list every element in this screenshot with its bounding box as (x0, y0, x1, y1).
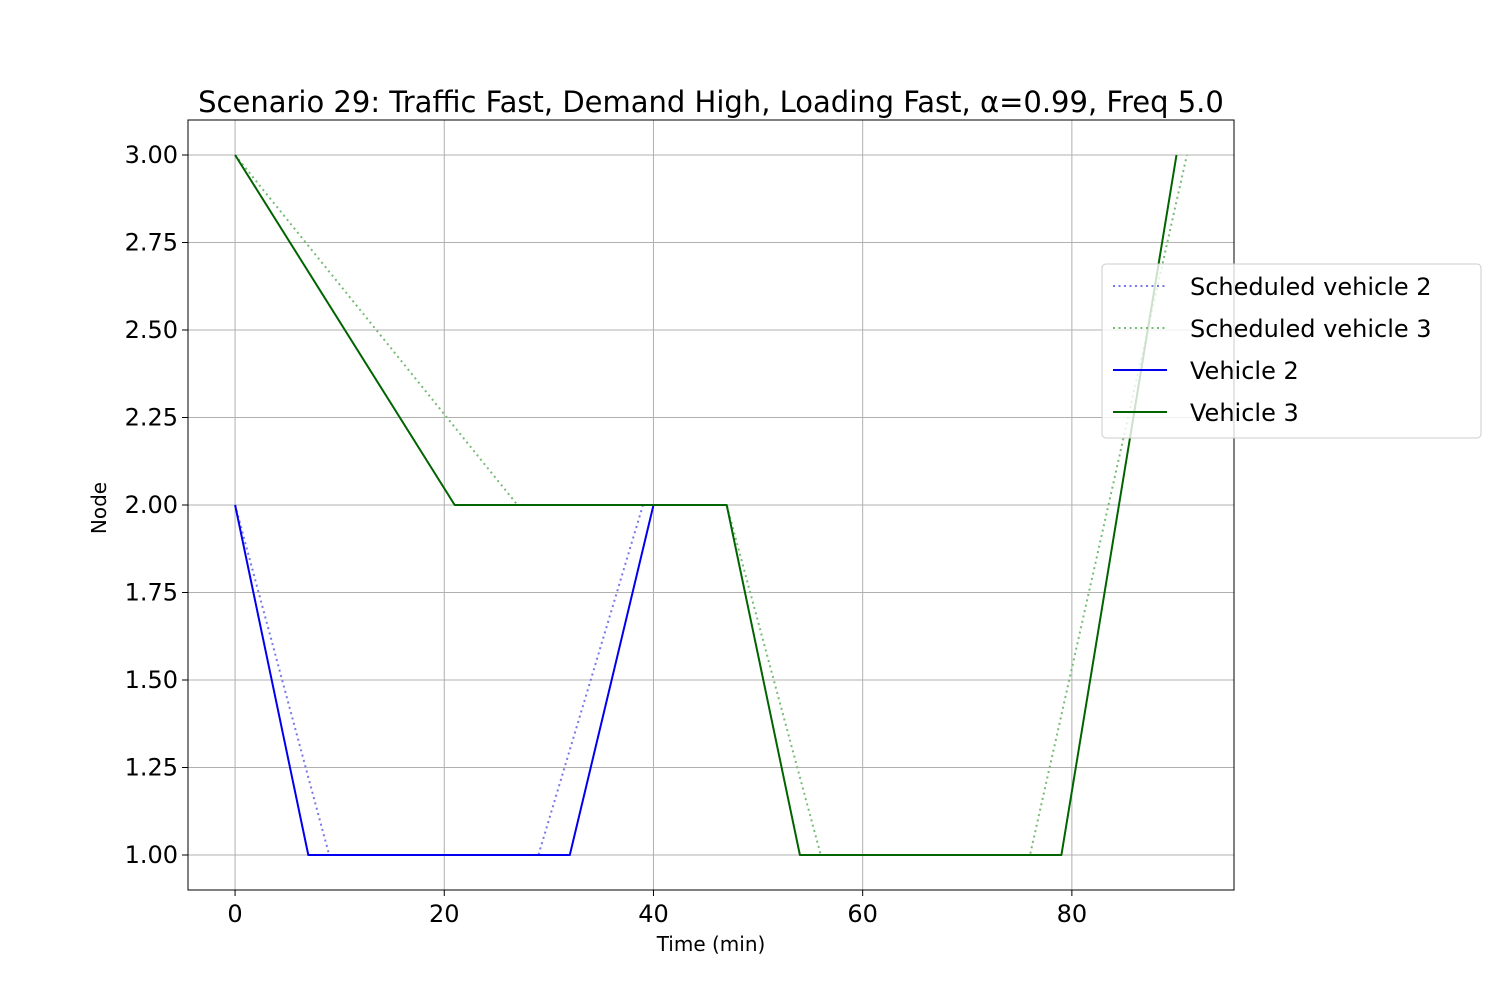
y-tick-label: 2.25 (125, 404, 178, 432)
legend: Scheduled vehicle 2 Scheduled vehicle 3 Ve… (1101, 263, 1482, 439)
legend-label: Scheduled vehicle 3 (1190, 315, 1432, 343)
y-tick-label: 3.00 (125, 141, 178, 169)
series-line-4 (234, 154, 1178, 856)
y-tick-label: 2.50 (125, 316, 178, 344)
y-tick-label: 1.75 (125, 579, 178, 607)
series-layer (234, 154, 1188, 856)
y-tick-label: 2.75 (125, 229, 178, 257)
y-tick-label: 1.50 (125, 666, 178, 694)
chart-title: Scenario 29: Traffic Fast, Demand High, … (198, 85, 1224, 119)
y-tick-label: 1.00 (125, 841, 178, 869)
x-axis-label: Time (min) (656, 932, 766, 956)
y-tick-label: 2.00 (125, 491, 178, 519)
y-tick-label: 1.25 (125, 754, 178, 782)
x-tick-label: 20 (429, 900, 460, 928)
legend-label: Vehicle 3 (1190, 399, 1299, 427)
y-axis-label: Node (87, 482, 111, 534)
series-line-3 (234, 504, 655, 856)
legend-label: Vehicle 2 (1190, 357, 1299, 385)
legend-box (1101, 263, 1482, 439)
series-line-2 (234, 154, 1188, 856)
x-tick-label: 60 (847, 900, 878, 928)
x-tick-label: 80 (1057, 900, 1088, 928)
x-tick-label: 40 (638, 900, 669, 928)
legend-label: Scheduled vehicle 2 (1190, 273, 1432, 301)
ticks: 0 20 40 60 80 1.00 1.25 1.50 1.75 2.00 2.25 2.50 2.7… (125, 141, 1088, 928)
x-tick-label: 0 (227, 900, 242, 928)
